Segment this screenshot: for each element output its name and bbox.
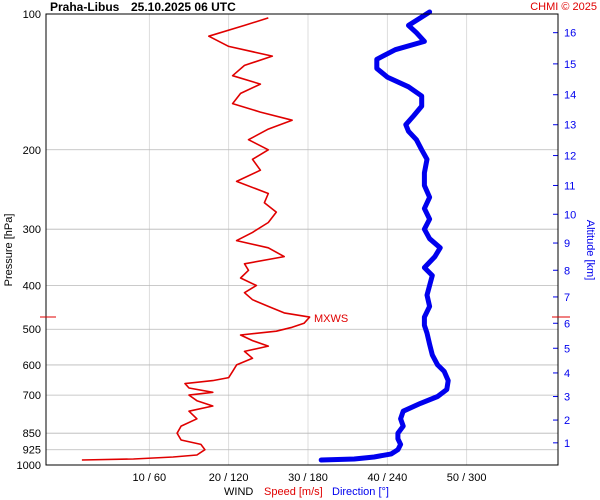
altitude-tick-label-7: 7 bbox=[564, 292, 570, 304]
y-tick-label-200: 200 bbox=[23, 145, 41, 157]
altitude-tick-label-1: 1 bbox=[564, 438, 570, 450]
x-tick-label-2: 30 / 180 bbox=[288, 472, 328, 484]
altitude-tick-label-10: 10 bbox=[564, 209, 576, 221]
x-axis-title-prefix: WIND bbox=[224, 486, 253, 498]
altitude-tick-label-15: 15 bbox=[564, 59, 576, 71]
altitude-tick-label-11: 11 bbox=[564, 180, 575, 192]
x-axis-title-speed: Speed [m/s] bbox=[264, 486, 323, 498]
altitude-tick-label-6: 6 bbox=[564, 318, 570, 330]
y2-axis-title: Altitude [km] bbox=[584, 220, 596, 281]
x-tick-label-4: 50 / 300 bbox=[447, 472, 487, 484]
altitude-tick-label-16: 16 bbox=[564, 28, 576, 40]
series-layer bbox=[81, 9, 451, 463]
sounding-datetime: 25.10.2025 06 UTC bbox=[131, 0, 236, 14]
y-tick-label-700: 700 bbox=[23, 390, 41, 402]
y-tick-label-100: 100 bbox=[23, 9, 41, 21]
direction-series-line bbox=[318, 9, 451, 463]
altitude-tick-label-2: 2 bbox=[564, 415, 570, 427]
altitude-tick-label-3: 3 bbox=[564, 392, 570, 404]
x-tick-label-3: 40 / 240 bbox=[367, 472, 407, 484]
altitude-tick-label-8: 8 bbox=[564, 265, 570, 277]
x-axis-title-direction: Direction [°] bbox=[332, 486, 389, 498]
y-tick-label-300: 300 bbox=[23, 224, 41, 236]
altitude-tick-label-5: 5 bbox=[564, 343, 570, 355]
altitude-tick-label-14: 14 bbox=[564, 90, 576, 102]
y-axis-title: Pressure [hPa] bbox=[3, 214, 15, 287]
plot-frame bbox=[45, 13, 559, 466]
y-tick-label-500: 500 bbox=[23, 324, 41, 336]
altitude-tick-label-4: 4 bbox=[564, 368, 570, 380]
y-tick-label-850: 850 bbox=[23, 428, 41, 440]
x-tick-label-0: 10 / 60 bbox=[133, 472, 167, 484]
y-tick-label-1000: 1000 bbox=[17, 460, 41, 472]
grid-layer bbox=[46, 14, 558, 465]
x-tick-label-1: 20 / 120 bbox=[209, 472, 249, 484]
station-name: Praha-Libus bbox=[50, 0, 120, 14]
y-tick-label-400: 400 bbox=[23, 281, 41, 293]
altitude-tick-label-12: 12 bbox=[564, 151, 576, 163]
y-tick-label-925: 925 bbox=[23, 445, 41, 457]
altitude-tick-label-9: 9 bbox=[564, 238, 570, 250]
mxws-label: MXWS bbox=[314, 313, 348, 325]
altitude-tick-label-13: 13 bbox=[564, 120, 576, 132]
axis-layer: 10 / 60 20 / 120 30 / 180 40 / 240 50 / 300 1… bbox=[17, 9, 577, 484]
y-tick-label-600: 600 bbox=[23, 360, 41, 372]
copyright-text: CHMI © 2025 bbox=[530, 1, 597, 13]
speed-series-line bbox=[81, 17, 311, 461]
